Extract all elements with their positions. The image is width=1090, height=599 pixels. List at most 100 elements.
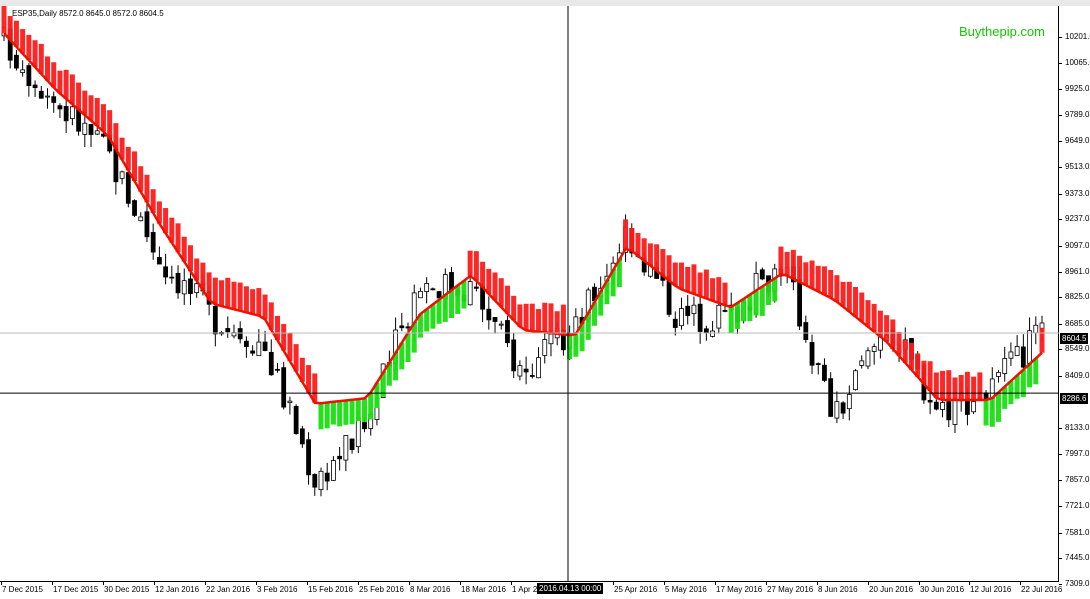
indicator-bar-down	[312, 373, 318, 403]
indicator-bar-down	[523, 303, 529, 331]
bull-candle	[1002, 358, 1008, 374]
bull-candle	[318, 470, 324, 490]
bear-candle	[529, 375, 535, 377]
indicator-bar-down	[641, 238, 647, 261]
time-axis-label: 27 May 2016	[767, 585, 814, 594]
price-tick	[1059, 453, 1062, 455]
indicator-bar-up	[368, 392, 374, 420]
bear-candle	[927, 399, 933, 403]
bull-candle	[181, 280, 187, 295]
indicator-bar-up	[610, 270, 616, 297]
watermark-text: Buythepip.com	[959, 24, 1045, 39]
price-scale[interactable]: 10201.0 10065.0 9925.0 9789.0 9649.0 9513.0 93…	[1059, 6, 1090, 599]
time-tick	[256, 582, 257, 585]
time-tick	[766, 582, 767, 585]
chart-area[interactable]: ESP35,Daily 8572.0 8645.0 8572.0 8604.5 …	[0, 6, 1059, 582]
time-tick	[52, 582, 53, 585]
bull-candle	[940, 402, 945, 410]
indicator-bar-down	[94, 98, 100, 126]
time-axis-label: 25 Feb 2016	[359, 585, 404, 594]
indicator-bar-up	[753, 290, 759, 316]
price-tick	[1059, 114, 1062, 116]
time-tick	[358, 582, 359, 585]
indicator-bar-up	[983, 400, 989, 426]
time-tick	[154, 582, 155, 585]
time-axis-label: 25 Apr 2016	[614, 585, 658, 594]
bear-candle	[436, 291, 442, 299]
price-tick	[1059, 141, 1062, 143]
indicator-bar-up	[1020, 369, 1026, 397]
indicator-bar-up	[380, 372, 386, 397]
indicator-bar-down	[45, 56, 51, 81]
time-axis-label: 5 May 2016	[665, 585, 707, 594]
bull-candle	[69, 106, 75, 119]
price-tick	[1059, 297, 1062, 299]
cursor-price-tag: 8286.6	[1060, 393, 1089, 405]
indicator-bar-down	[971, 376, 977, 401]
bear-candle	[212, 305, 218, 335]
bear-candle	[125, 172, 131, 204]
time-tick	[868, 582, 869, 585]
indicator-bar-down	[26, 34, 32, 61]
bull-candle	[679, 308, 684, 327]
price-tick	[1059, 271, 1062, 273]
indicator-bar-up	[324, 402, 330, 429]
indicator-bar-up	[759, 286, 765, 316]
indicator-bar-up	[728, 306, 734, 334]
bull-candle	[1033, 324, 1039, 334]
bear-candle	[697, 303, 703, 332]
indicator-bar-up	[349, 399, 355, 425]
price-axis-label: 8549.0	[1065, 344, 1090, 354]
indicator-bar-down	[231, 281, 237, 310]
indicator-bar-down	[958, 374, 964, 401]
indicator-bar-down	[144, 174, 150, 203]
indicator-bar-down	[853, 286, 859, 317]
indicator-bar-up	[417, 313, 423, 338]
bear-candle	[293, 405, 299, 434]
bear-candle	[399, 325, 405, 329]
indicator-bar-up	[734, 302, 740, 329]
time-axis-label: 22 Jan 2016	[206, 585, 251, 594]
bull-candle	[287, 400, 293, 403]
indicator-bar-down	[902, 340, 908, 363]
indicator-bar-down	[691, 264, 697, 294]
indicator-bar-down	[119, 137, 125, 160]
bear-candle	[26, 65, 32, 87]
indicator-bar-down	[181, 236, 187, 262]
indicator-bar-down	[778, 246, 784, 275]
price-axis-label: 7721.0	[1065, 501, 1090, 511]
indicator-bar-down	[927, 361, 933, 391]
indicator-bar-down	[840, 281, 846, 307]
indicator-bar-up	[393, 352, 399, 381]
indicator-bar-down	[473, 251, 479, 281]
indicator-bar-down	[890, 319, 896, 349]
indicator-bar-down	[623, 219, 629, 249]
bull-candle	[94, 130, 100, 135]
indicator-bar-down	[306, 365, 312, 393]
indicator-bar-down	[100, 104, 106, 132]
indicator-bar-down	[846, 281, 852, 312]
indicator-bar-down	[716, 277, 722, 304]
price-tick	[1059, 167, 1062, 169]
candlestick-chart[interactable]	[0, 6, 1059, 582]
time-axis-label: 22 Jul 2016	[1021, 585, 1063, 594]
time-axis-label: 17 May 2016	[716, 585, 763, 594]
price-tick	[1059, 375, 1062, 377]
bear-candle	[38, 90, 44, 99]
indicator-bar-down	[815, 265, 821, 292]
indicator-bar-up	[411, 322, 417, 353]
bear-candle	[268, 351, 274, 376]
bear-candle	[144, 211, 150, 238]
bear-candle	[250, 350, 256, 354]
indicator-bar-up	[567, 335, 573, 360]
bull-candle	[1027, 330, 1032, 364]
bull-candle	[467, 281, 473, 306]
bull-candle	[517, 365, 523, 377]
indicator-bar-down	[69, 74, 75, 105]
time-scale[interactable]: 7 Dec 2015 17 Dec 2015 30 Dec 2015 12 Jan 2…	[0, 582, 1063, 599]
indicator-bar-down	[20, 29, 26, 54]
indicator-bar-down	[697, 272, 703, 297]
price-axis-label: 8961.0	[1065, 266, 1090, 276]
bear-candle	[324, 472, 330, 482]
bear-candle	[523, 368, 529, 373]
